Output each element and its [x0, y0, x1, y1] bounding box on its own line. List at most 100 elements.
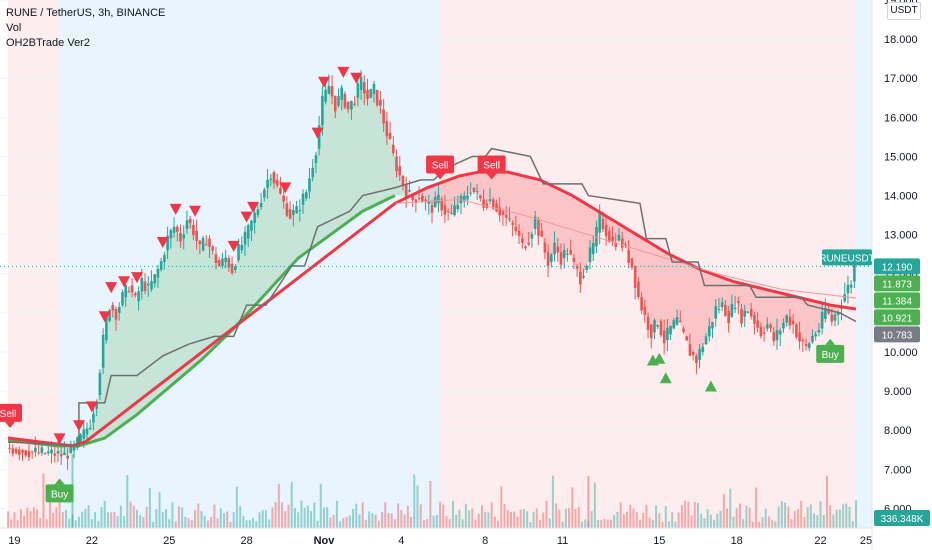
bull-zone — [59, 0, 441, 528]
volume-bar — [113, 512, 116, 528]
candle-body — [433, 196, 437, 208]
sell-arrow-icon — [53, 433, 66, 445]
volume-bar — [429, 481, 432, 528]
volume-bar — [555, 503, 558, 528]
candle-body — [579, 271, 582, 285]
candle-body — [817, 329, 821, 333]
volume-bar — [161, 511, 164, 528]
volume-bar — [229, 521, 232, 528]
volume-bar — [174, 521, 177, 528]
volume-bar — [223, 513, 226, 528]
volume-bar — [84, 508, 87, 528]
volume-bar — [381, 511, 384, 528]
candle-body — [562, 250, 566, 259]
price-axis-label: 10.783 — [874, 326, 920, 343]
volume-bar — [342, 517, 345, 528]
volume-bar — [110, 512, 113, 528]
symbol-title[interactable]: RUNE / TetherUS, 3h, BINANCE — [6, 7, 166, 19]
volume-bar — [787, 506, 790, 528]
volume-bar — [36, 509, 39, 528]
volume-bar — [181, 507, 184, 528]
candle-body — [566, 253, 569, 255]
candle-body — [824, 307, 827, 319]
sell-signal-label[interactable]: Sell — [0, 403, 22, 428]
volume-bar — [755, 487, 758, 528]
candle-body — [495, 203, 498, 212]
y-tick-label: 10.000 — [884, 347, 918, 359]
volume-bar — [455, 514, 458, 528]
volume-bar — [248, 520, 251, 528]
candle-body — [101, 334, 105, 368]
volume-bar — [197, 503, 200, 528]
volume-bar — [52, 512, 55, 528]
volume-bar — [616, 511, 619, 528]
volume-bar — [526, 511, 529, 528]
candle-body — [195, 230, 198, 241]
candle-body — [317, 125, 321, 149]
volume-bar — [748, 507, 751, 528]
volume-bar — [422, 520, 425, 528]
candle-body — [714, 306, 718, 319]
volume-bar — [490, 502, 493, 528]
candle-body — [366, 89, 369, 99]
volume-bar — [10, 519, 13, 528]
volume-indicator-label[interactable]: Vol — [6, 22, 22, 34]
price-label-box — [874, 326, 920, 343]
candle-body — [388, 132, 392, 139]
volume-bar — [252, 517, 255, 528]
bull-cloud — [59, 82, 408, 456]
candle-body — [166, 235, 169, 251]
candle-body — [324, 89, 327, 102]
volume-bar — [767, 516, 770, 528]
candle-body — [217, 260, 221, 267]
signal-markers: Sell Buy Sell Sell Buy — [0, 66, 845, 503]
buy-signal-label[interactable]: Buy — [816, 338, 845, 363]
candle-body — [130, 285, 134, 293]
candle-body — [678, 320, 682, 323]
candle-body — [778, 330, 782, 335]
currency-unit-button[interactable]: USDT — [887, 2, 921, 20]
candle-body — [272, 172, 276, 184]
candle-body — [788, 316, 792, 326]
strategy-indicator-label[interactable]: OH2BTrade Ver2 — [6, 37, 90, 49]
volume-bar — [374, 514, 377, 528]
volume-bar — [332, 515, 335, 528]
volume-bar — [406, 505, 409, 528]
signal-text: Sell — [0, 409, 16, 420]
volume-bar — [116, 516, 119, 528]
candle-body — [795, 324, 798, 338]
candle-body — [59, 454, 63, 457]
buy-signal-label[interactable]: Buy — [45, 478, 74, 503]
candle-body — [720, 302, 724, 308]
volume-bar — [829, 505, 832, 528]
bear-zone — [440, 0, 856, 528]
volume-bar — [671, 512, 674, 528]
candle-body — [253, 212, 256, 223]
volume-bar — [339, 521, 342, 528]
candle-body — [259, 202, 263, 208]
candle-body — [163, 255, 166, 263]
sell-signal-label[interactable]: Sell — [426, 155, 455, 180]
volume-bar — [477, 513, 480, 528]
signal-pointer — [486, 173, 497, 180]
volume-bar — [516, 516, 519, 528]
volume-bar — [358, 514, 361, 528]
volume-bar — [316, 520, 319, 528]
volume-bar — [145, 506, 148, 528]
candle-body — [27, 451, 31, 458]
candle-body — [637, 281, 640, 297]
candle-body — [553, 242, 556, 255]
volume-bar — [19, 509, 22, 528]
price-label-box — [874, 258, 920, 275]
volume-bar — [558, 509, 561, 528]
sell-signal-label[interactable]: Sell — [477, 155, 506, 180]
volume-bar — [503, 504, 506, 528]
candle-body — [685, 336, 689, 341]
price-axis-label: 10.921 — [874, 309, 920, 326]
volume-bar — [368, 511, 371, 528]
volume-bar — [442, 504, 445, 528]
candle-body — [479, 195, 482, 199]
candle-body — [301, 193, 305, 205]
volume-bar — [390, 513, 393, 528]
